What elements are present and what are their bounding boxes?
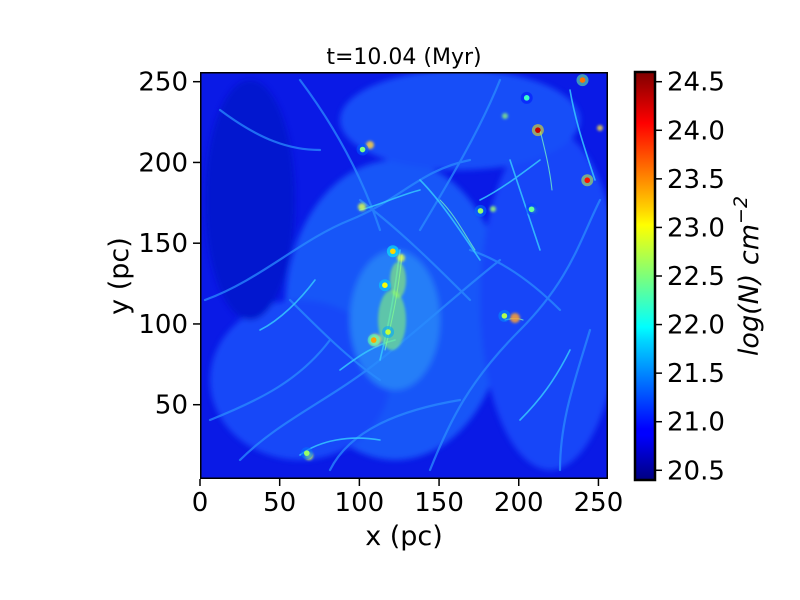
hotspot-core — [303, 450, 310, 456]
x-tick-label: 250 — [574, 488, 624, 518]
colorbar-label: log(N) cm−2 — [730, 196, 765, 356]
hotspot-core — [477, 208, 484, 214]
colorbar-gradient — [633, 70, 657, 482]
hotspot-core — [579, 77, 586, 83]
y-tick-label: 50 — [155, 391, 188, 421]
filaments — [203, 78, 602, 472]
x-axis-label: x (pc) — [365, 521, 443, 552]
y-axis-label: y (pc) — [104, 237, 135, 315]
y-axis: 50 100 150 200 250 — [138, 68, 200, 421]
x-tick-label: 0 — [192, 488, 209, 518]
hotspot-core — [584, 177, 591, 184]
x-axis: 0 50 100 150 200 250 — [192, 479, 624, 518]
colorbar-label-exponent: −2 — [730, 196, 752, 224]
colorbar-label-base: log(N) cm — [734, 224, 765, 356]
hotspot-core — [382, 282, 388, 288]
heatmap-area — [200, 72, 608, 479]
colorbar-tick-label: 24.0 — [667, 116, 725, 146]
x-tick-label: 150 — [414, 488, 464, 518]
colorbar-tick-label: 20.5 — [667, 456, 725, 486]
colorbar-tick-label: 24.5 — [667, 68, 725, 98]
hotspot-core — [523, 95, 530, 101]
chart-title: t=10.04 (Myr) — [326, 45, 481, 70]
colorbar-tick-label: 21.0 — [667, 408, 725, 438]
hotspot-core — [390, 248, 396, 255]
colorbar-tick-label: 23.5 — [667, 165, 725, 195]
hotspot-core — [535, 127, 541, 133]
hotspot-core — [359, 146, 366, 153]
y-tick-label: 100 — [138, 310, 188, 340]
colorbar-tick-label: 21.5 — [667, 359, 725, 389]
hotspot-core — [528, 206, 535, 213]
y-tick-label: 250 — [138, 68, 188, 98]
hotspot-core — [385, 329, 391, 335]
colorbar-tick-label: 22.0 — [667, 311, 725, 341]
y-tick-label: 200 — [138, 148, 188, 178]
x-tick-label: 100 — [335, 488, 385, 518]
colorbar-tick-label: 22.5 — [667, 262, 725, 292]
colorbar: 20.5 21.0 21.5 22.0 22.5 23.0 23.5 24.0 24.5 log… — [633, 68, 765, 486]
colorbar-tick-label: 23.0 — [667, 213, 725, 243]
hotspot-layer — [300, 74, 594, 460]
colorbar-ticks: 20.5 21.0 21.5 22.0 22.5 23.0 23.5 24.0 24.5 — [655, 68, 725, 486]
x-tick-label: 200 — [494, 488, 544, 518]
hotspot-core — [501, 313, 508, 319]
y-tick-label: 150 — [138, 229, 188, 259]
hotspot-core — [370, 337, 377, 343]
x-tick-label: 50 — [263, 488, 296, 518]
